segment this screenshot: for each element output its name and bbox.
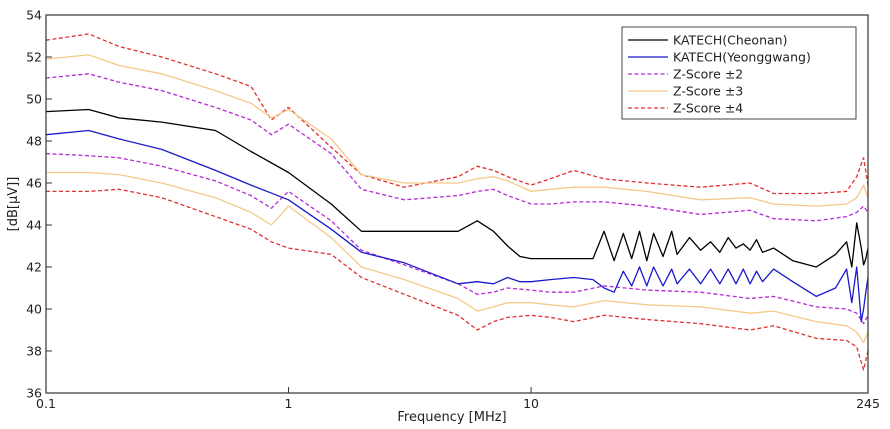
series-line-z-score-3-upper [45,54,869,207]
y-tick-label: 42 [26,260,42,275]
y-tick-label: 36 [26,386,42,401]
y-tick-label: 54 [26,8,42,23]
y-axis-title: [dB[µV]] [6,177,21,232]
series-line-z-score-2-upper [45,73,869,222]
plot-series [45,33,869,371]
series-line-katech-cheonan [45,108,869,268]
legend: KATECH(Cheonan) KATECH(Yeonggwang) Z-Score… [621,26,857,120]
series-line-z-score-3-lower [46,171,869,344]
series-line-katech-yeonggwang [45,129,869,323]
x-axis-title: Frequency [MHz] [397,410,506,425]
x-tick-label: 0.1 [36,396,56,411]
legend-label-z-score-4: Z-Score ±4 [673,101,743,116]
y-axis: 36 38 40 42 44 46 48 50 52 54 [26,8,52,401]
y-tick-label: 40 [26,302,42,317]
series-line-z-score-4-lower [46,188,869,371]
legend-label-z-score-2: Z-Score ±2 [673,67,743,82]
series-line-z-score-2-lower [45,152,869,325]
legend-label-z-score-3: Z-Score ±3 [673,84,743,99]
x-tick-label: 10 [523,396,539,411]
y-tick-label: 52 [26,50,42,65]
x-axis: 0.1 1 10 245 [36,387,880,411]
x-tick-label: 245 [856,396,880,411]
x-tick-label: 1 [285,396,293,411]
y-tick-label: 50 [26,92,42,107]
legend-label-katech-yeonggwang: KATECH(Yeonggwang) [673,50,811,65]
plot-frame [45,14,869,394]
y-tick-label: 38 [26,344,42,359]
legend-label-katech-cheonan: KATECH(Cheonan) [673,33,787,48]
series-line-z-score-4-upper [45,33,869,195]
y-tick-label: 46 [26,176,42,191]
y-tick-label: 44 [26,218,42,233]
y-tick-label: 48 [26,134,42,149]
legend-box [621,26,857,120]
